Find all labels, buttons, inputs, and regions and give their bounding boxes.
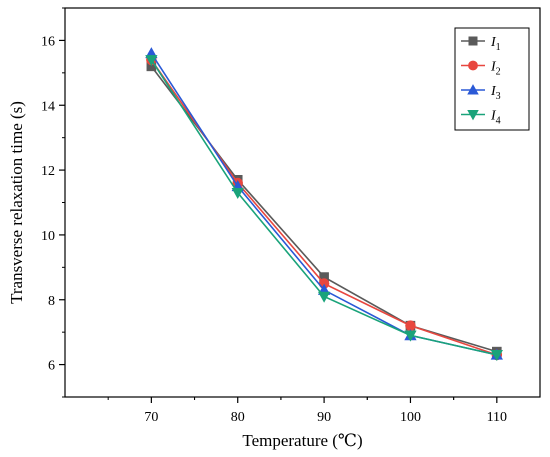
y-tick-label: 12 [41,164,55,179]
legend-item-i2: I2 [461,60,501,78]
legend-item-i1: I1 [461,35,501,53]
x-tick-label: 70 [144,410,158,425]
x-tick-label: 90 [317,410,331,425]
data-point [405,320,416,331]
x-axis-title: Temperature (℃) [242,431,362,450]
series-line [150,52,497,356]
y-tick-label: 14 [41,99,55,114]
legend-label: I1 [490,35,501,53]
data-point [404,330,417,342]
series-line [150,59,498,356]
series-line [150,59,497,356]
y-tick-label: 10 [41,229,55,244]
data-point [145,55,158,67]
legend-item-i4: I4 [461,109,501,127]
x-tick-label: 110 [487,410,507,425]
legend-label: I3 [490,84,501,102]
legend-item-i3: I3 [461,84,501,102]
legend: I1 I2 I3 I4 [454,27,530,131]
series-line [150,65,498,353]
data-point [317,291,331,303]
series-i4 [145,55,503,362]
y-tick-label: 8 [48,294,55,309]
y-axis: 6 8 10 12 14 16 [41,7,65,398]
y-tick-label: 6 [48,359,55,374]
legend-marker [468,60,478,71]
x-tick-label: 100 [400,410,421,425]
x-tick-label: 80 [231,410,245,425]
y-tick-label: 16 [41,34,55,49]
x-axis: 70 80 90 100 110 [107,397,507,425]
legend-marker [468,36,478,46]
legend-marker [467,110,479,121]
data-point [231,187,244,200]
series-i1 [146,61,502,357]
legend-label: I4 [490,109,501,127]
legend-marker [467,84,479,95]
y-axis-title: Transverse relaxation time (s) [7,101,26,304]
data-point [490,350,503,362]
series-i2 [146,54,503,361]
series-i3 [145,47,503,360]
legend-label: I2 [490,60,501,78]
legend-box [454,27,530,131]
series-layer [145,47,503,362]
